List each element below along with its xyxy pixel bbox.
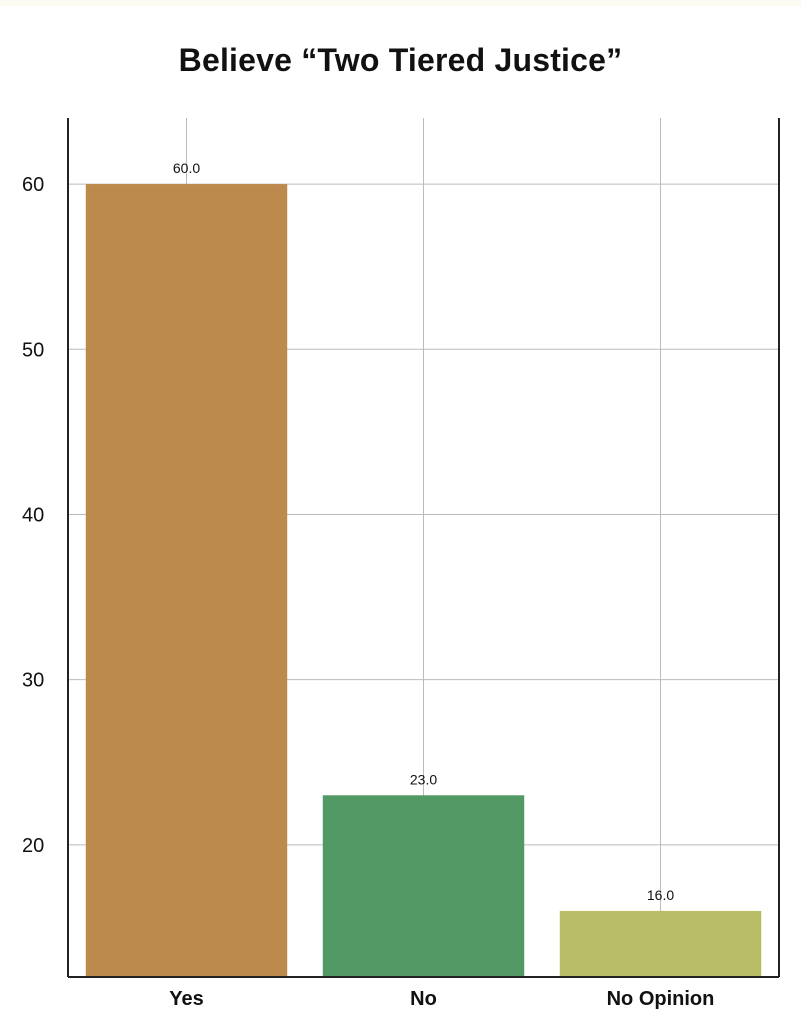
x-tick-label: No xyxy=(410,988,437,1010)
y-tick-label: 30 xyxy=(22,670,44,692)
data-label: 60.0 xyxy=(173,160,200,176)
y-tick-label: 50 xyxy=(22,339,44,361)
y-tick-label: 60 xyxy=(22,174,44,196)
x-tick-label: No Opinion xyxy=(607,988,715,1010)
data-label: 23.0 xyxy=(410,771,437,787)
top-strip xyxy=(0,0,801,6)
y-tick-label: 40 xyxy=(22,504,44,526)
bars xyxy=(85,184,762,978)
data-label: 16.0 xyxy=(647,887,674,903)
bar-yes xyxy=(85,184,288,978)
bar-no-opinion xyxy=(559,910,762,977)
chart-title: Believe “Two Tiered Justice” xyxy=(178,42,623,78)
labels: 20 30 40 50 60 60.0 Yes 23.0 No 16.0 No Opinion xyxy=(22,160,714,1010)
bar-no xyxy=(322,795,525,977)
y-tick-label: 20 xyxy=(22,835,44,857)
axes xyxy=(67,118,780,978)
x-tick-label: Yes xyxy=(169,988,203,1010)
